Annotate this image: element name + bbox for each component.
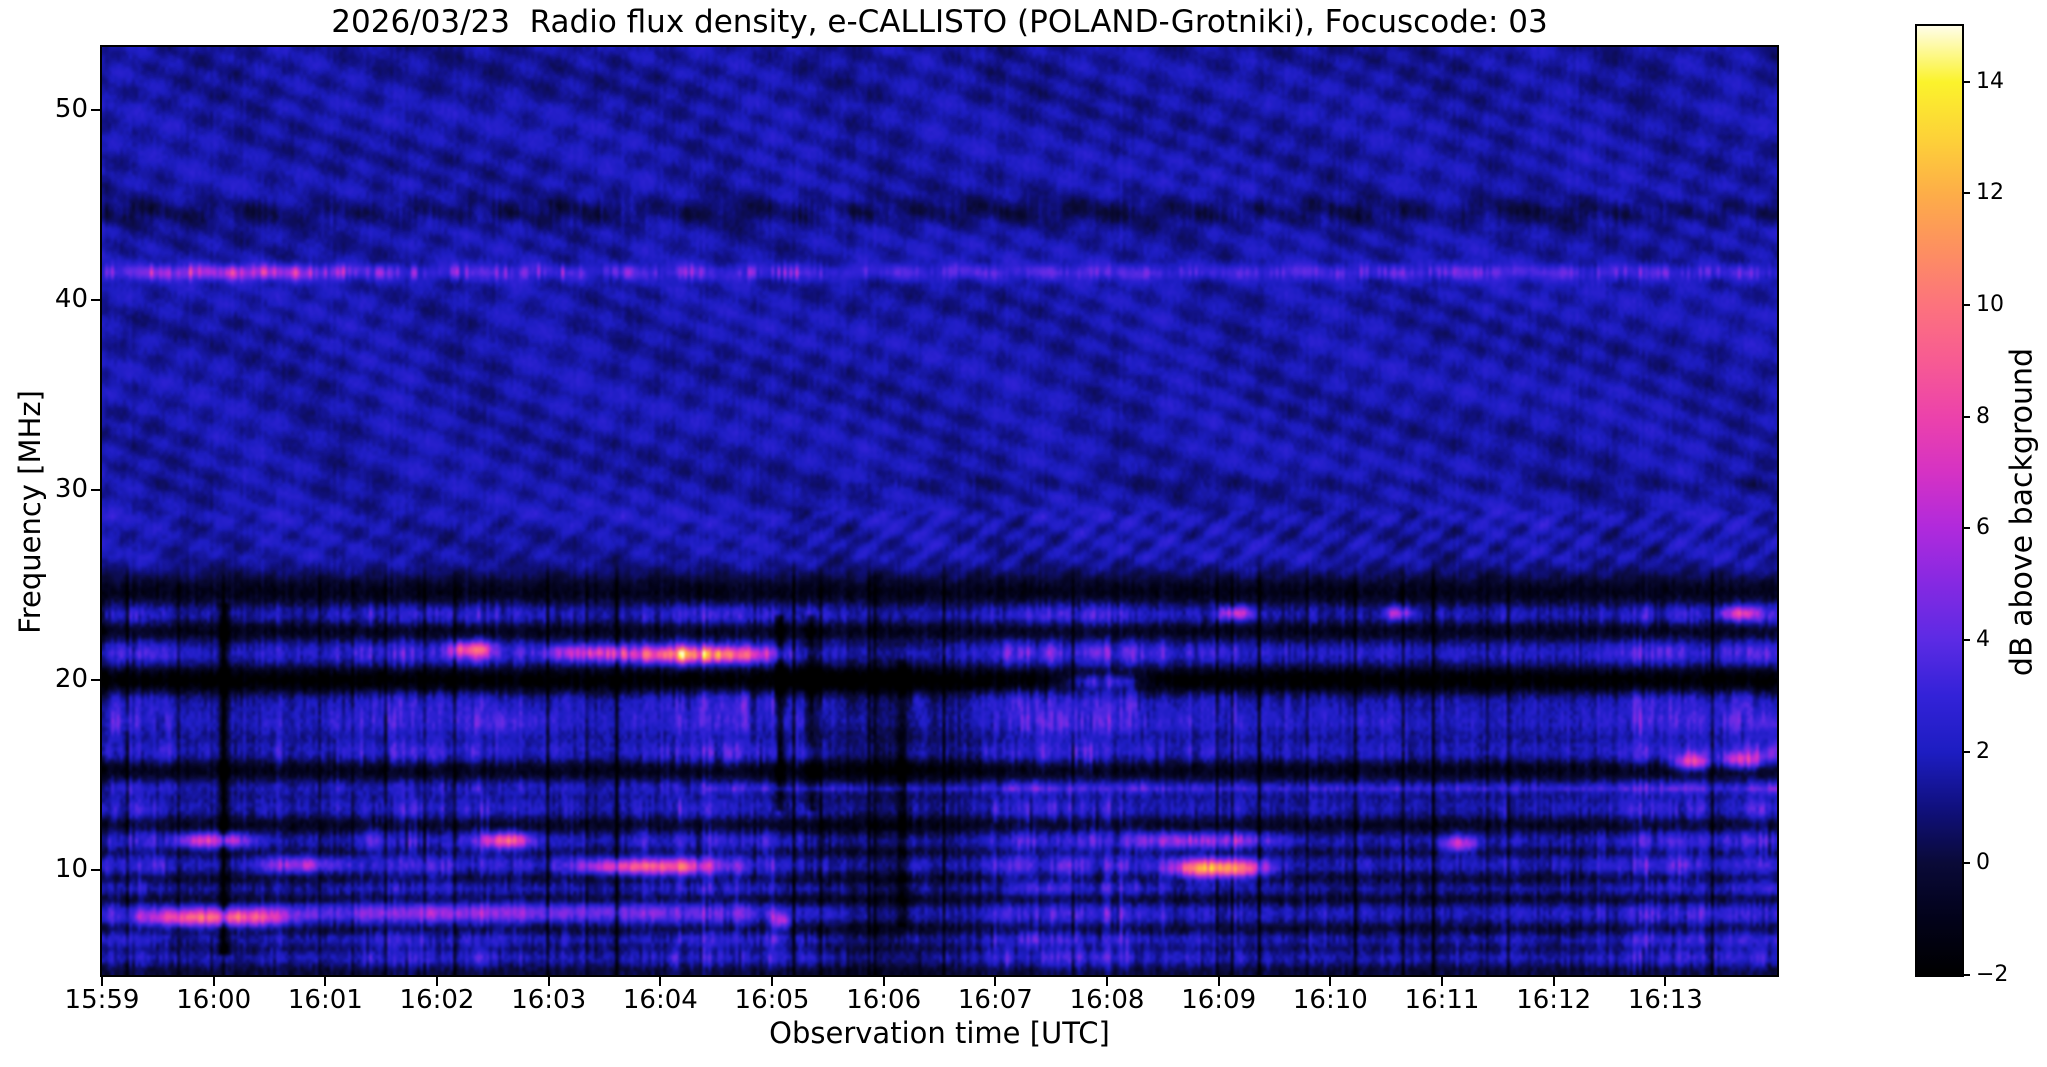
y-axis-label: Frequency [MHz] [13,390,47,634]
x-tick-label: 16:08 [1069,985,1145,1015]
x-tick-label: 16:06 [846,985,922,1015]
y-tick-mark [91,298,100,301]
x-tick-label: 16:10 [1292,985,1368,1015]
spectrogram-canvas [102,47,1777,975]
colorbar-tick-label: 6 [1976,515,1990,541]
y-tick-label: 40 [54,283,88,314]
colorbar-tick-label: 0 [1976,850,1990,876]
y-tick-label: 30 [54,474,88,505]
x-tick-mark [101,977,103,986]
colorbar-gradient [1917,26,1962,975]
y-tick-label: 10 [54,854,88,885]
colorbar-tick-label: −2 [1976,962,2009,987]
x-tick-label: 16:00 [176,985,252,1015]
x-tick-mark [1217,977,1220,986]
colorbar-tick-mark [1962,527,1970,530]
colorbar-tick-mark [1962,192,1970,195]
colorbar-tick-label: 14 [1976,68,2004,94]
x-tick-mark [882,977,885,986]
x-tick-label: 16:07 [957,985,1033,1015]
y-tick-mark [91,679,100,682]
colorbar-tick-mark [1962,415,1970,418]
y-tick-mark [91,489,100,492]
x-tick-mark [1441,977,1443,986]
y-tick-label: 50 [54,93,88,124]
colorbar-tick-label: 2 [1976,738,1990,764]
x-tick-mark [1106,977,1108,986]
x-tick-label: 16:09 [1181,985,1257,1015]
colorbar-tick-mark [1962,974,1970,976]
x-tick-mark [771,977,773,986]
colorbar-tick-label: 8 [1976,403,1990,429]
colorbar-tick-mark [1962,304,1970,307]
y-tick-mark [91,108,100,111]
colorbar-tick-mark [1962,639,1970,642]
colorbar-tick-mark [1962,862,1970,865]
x-tick-mark [1552,977,1555,986]
x-tick-label: 16:12 [1516,985,1592,1015]
spectrogram-plot [100,45,1779,977]
x-tick-label: 16:01 [287,985,363,1015]
x-tick-label: 16:02 [399,985,475,1015]
x-tick-mark [994,977,997,986]
colorbar-tick-label: 10 [1976,292,2004,318]
x-tick-mark [212,977,215,986]
colorbar-tick-label: 12 [1976,180,2004,206]
x-tick-mark [659,977,662,986]
y-tick-mark [91,869,100,872]
x-tick-mark [1664,977,1667,986]
x-tick-mark [324,977,327,986]
colorbar-tick-mark [1962,750,1970,753]
x-tick-label: 16:04 [622,985,698,1015]
x-tick-label: 16:13 [1627,985,1703,1015]
x-tick-label: 16:11 [1404,985,1480,1015]
x-axis-label: Observation time [UTC] [769,1016,1110,1050]
x-tick-label: 16:05 [734,985,810,1015]
x-tick-mark [547,977,550,986]
x-tick-label: 15:59 [64,985,140,1015]
colorbar-tick-label: 4 [1976,627,1990,653]
y-tick-label: 20 [54,664,88,695]
colorbar-tick-mark [1962,80,1970,83]
colorbar [1915,24,1964,977]
x-tick-mark [436,977,438,986]
x-tick-label: 16:03 [511,985,587,1015]
x-tick-mark [1329,977,1332,986]
chart-title: 2026/03/23 Radio flux density, e-CALLIST… [331,4,1548,40]
